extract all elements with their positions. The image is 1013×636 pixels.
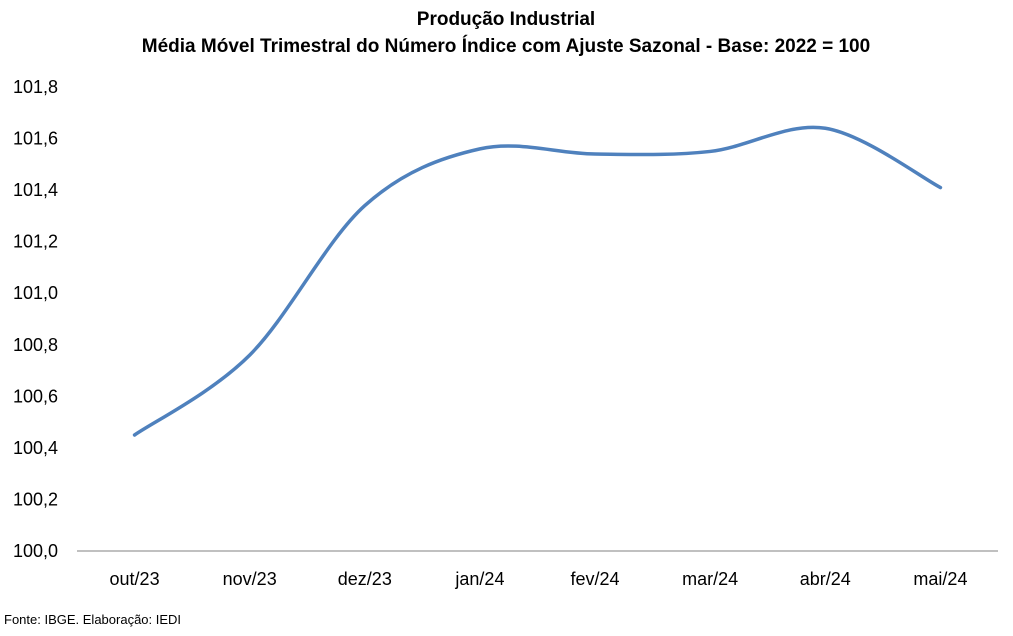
x-axis-ticks: out/23 nov/23 dez/23 jan/24 fev/24 mar/24 abr/… xyxy=(110,569,968,589)
y-tick-label: 101,4 xyxy=(13,180,58,200)
source-note: Fonte: IBGE. Elaboração: IEDI xyxy=(4,612,181,627)
y-tick-label: 101,0 xyxy=(13,283,58,303)
x-tick-label: jan/24 xyxy=(454,569,504,589)
chart-title: Produção Industrial xyxy=(417,9,595,30)
series-layer xyxy=(132,125,943,437)
y-tick-label: 101,6 xyxy=(13,129,58,149)
chart-subtitle: Média Móvel Trimestral do Número Índice … xyxy=(142,35,870,57)
x-tick-label: fev/24 xyxy=(571,569,620,589)
x-tick-label: mai/24 xyxy=(913,569,967,589)
y-tick-label: 100,6 xyxy=(13,386,58,406)
y-tick-label: 100,8 xyxy=(13,335,58,355)
x-tick-label: mar/24 xyxy=(682,569,738,589)
y-tick-label: 101,8 xyxy=(13,77,58,97)
x-tick-label: dez/23 xyxy=(338,569,392,589)
y-tick-label: 100,2 xyxy=(13,489,58,509)
y-tick-label: 100,0 xyxy=(13,541,58,561)
x-tick-label: abr/24 xyxy=(800,569,851,589)
y-axis-ticks: 100,0 100,2 100,4 100,6 100,8 101,0 101,2 101,4… xyxy=(13,77,58,561)
x-tick-label: out/23 xyxy=(110,569,160,589)
y-tick-label: 101,2 xyxy=(13,232,58,252)
y-tick-label: 100,4 xyxy=(13,438,58,458)
series-line xyxy=(132,125,943,437)
x-tick-label: nov/23 xyxy=(223,569,277,589)
